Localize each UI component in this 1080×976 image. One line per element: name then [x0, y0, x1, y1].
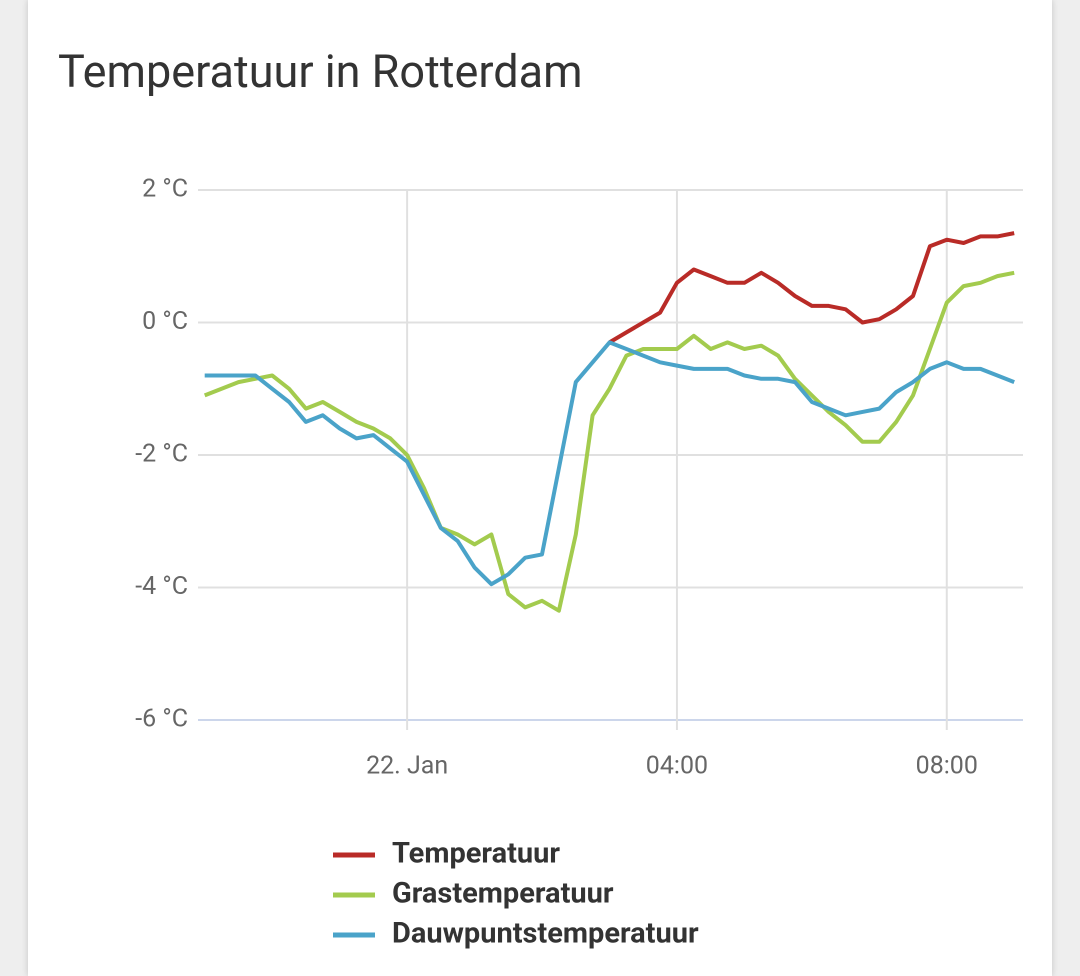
- x-tick-label: 22. Jan: [366, 752, 448, 781]
- x-tick-label: 08:00: [916, 752, 978, 781]
- y-tick-label: -2 °C: [135, 440, 188, 469]
- x-tick-label: 04:00: [646, 752, 708, 781]
- card: [28, 0, 1052, 976]
- series-line: [203, 270, 1015, 613]
- legend-label: Dauwpuntstemperatuur: [392, 917, 699, 951]
- legend-label: Grastemperatuur: [392, 877, 614, 911]
- y-tick-label: -6 °C: [135, 705, 188, 734]
- y-tick-label: 2 °C: [142, 175, 188, 204]
- y-tick-label: -4 °C: [135, 572, 188, 601]
- series-line: [204, 340, 1015, 587]
- y-tick-label: 0 °C: [142, 307, 188, 336]
- chart-title: Temperatuur in Rotterdam: [58, 45, 583, 98]
- legend-label: Temperatuur: [392, 837, 560, 871]
- series-line: [608, 231, 1015, 345]
